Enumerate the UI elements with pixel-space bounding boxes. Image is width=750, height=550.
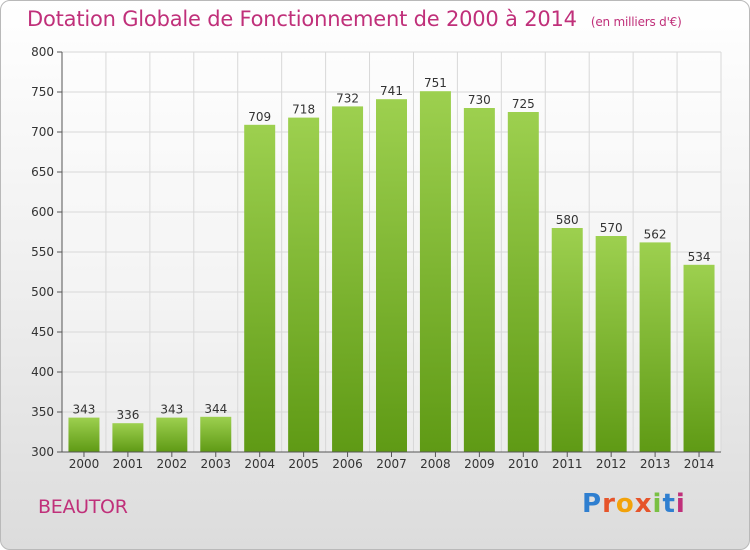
y-tick-label: 300 xyxy=(31,445,54,459)
logo-letter: r xyxy=(602,489,616,519)
x-tick-label: 2000 xyxy=(69,457,100,471)
x-tick-label: 2003 xyxy=(200,457,231,471)
bar xyxy=(376,99,407,452)
bar xyxy=(332,106,364,453)
bar xyxy=(595,236,627,452)
data-label: 751 xyxy=(424,76,447,90)
x-tick-label: 2002 xyxy=(157,457,188,471)
x-tick-label: 2001 xyxy=(113,457,144,471)
x-tick-label: 2014 xyxy=(684,457,715,471)
y-tick-label: 700 xyxy=(31,125,54,139)
data-label: 725 xyxy=(512,97,535,111)
logo-letter: t xyxy=(662,489,676,519)
bar xyxy=(551,228,583,452)
labels: 300 350 400 450 500 550 600 650 700 750 800 343 2000… xyxy=(31,45,714,471)
bar xyxy=(419,91,451,452)
logo-letter: i xyxy=(652,489,663,519)
chart-title-text: Dotation Globale de Fonctionnement de 20… xyxy=(27,7,577,31)
x-tick-label: 2008 xyxy=(420,457,451,471)
x-tick-label: 2012 xyxy=(596,457,627,471)
unit-label: (en milliers d'€) xyxy=(590,15,682,29)
bar xyxy=(68,417,100,452)
data-label: 709 xyxy=(248,110,271,124)
x-tick-label: 2007 xyxy=(376,457,407,471)
logo-letter: x xyxy=(634,489,653,519)
logo-letter: P xyxy=(582,489,603,519)
y-tick-label: 650 xyxy=(31,165,54,179)
y-tick-label: 800 xyxy=(31,45,54,59)
x-tick-label: 2011 xyxy=(552,457,583,471)
data-label: 343 xyxy=(160,403,183,417)
bars xyxy=(68,91,715,453)
y-tick-label: 400 xyxy=(31,365,54,379)
y-tick-label: 600 xyxy=(31,205,54,219)
logo-letter: i xyxy=(675,489,686,519)
data-label: 741 xyxy=(380,84,403,98)
data-label: 336 xyxy=(116,408,139,422)
y-tick-label: 750 xyxy=(31,85,54,99)
data-label: 732 xyxy=(336,91,359,105)
bar xyxy=(112,423,144,452)
data-label: 343 xyxy=(73,403,96,417)
bar xyxy=(156,417,188,452)
x-tick-label: 2006 xyxy=(332,457,363,471)
data-label: 562 xyxy=(644,227,667,241)
data-label: 534 xyxy=(688,250,711,264)
y-tick-label: 350 xyxy=(31,405,54,419)
data-label: 344 xyxy=(204,402,227,416)
data-label: 570 xyxy=(600,221,623,235)
x-tick-label: 2013 xyxy=(640,457,671,471)
data-label: 730 xyxy=(468,93,491,107)
data-label: 718 xyxy=(292,103,315,117)
bar xyxy=(683,264,715,452)
y-tick-label: 450 xyxy=(31,325,54,339)
axes xyxy=(57,51,721,457)
bar xyxy=(507,112,539,452)
town-name: BEAUTOR xyxy=(38,496,128,518)
y-tick-label: 500 xyxy=(31,285,54,299)
bar xyxy=(200,416,232,452)
x-tick-label: 2005 xyxy=(288,457,319,471)
bar xyxy=(639,242,671,452)
logo-letter: o xyxy=(615,489,635,519)
x-tick-label: 2009 xyxy=(464,457,495,471)
bar xyxy=(288,117,320,452)
x-tick-label: 2004 xyxy=(244,457,275,471)
data-label: 580 xyxy=(556,213,579,227)
x-tick-label: 2010 xyxy=(508,457,539,471)
chart-title: Dotation Globale de Fonctionnement de 20… xyxy=(27,7,682,31)
bar xyxy=(244,124,276,453)
y-tick-label: 550 xyxy=(31,245,54,259)
bar xyxy=(463,108,495,452)
